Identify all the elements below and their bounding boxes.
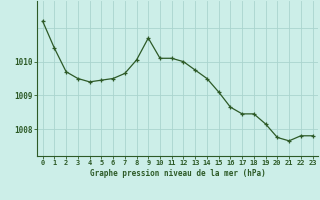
X-axis label: Graphe pression niveau de la mer (hPa): Graphe pression niveau de la mer (hPa) [90,169,266,178]
